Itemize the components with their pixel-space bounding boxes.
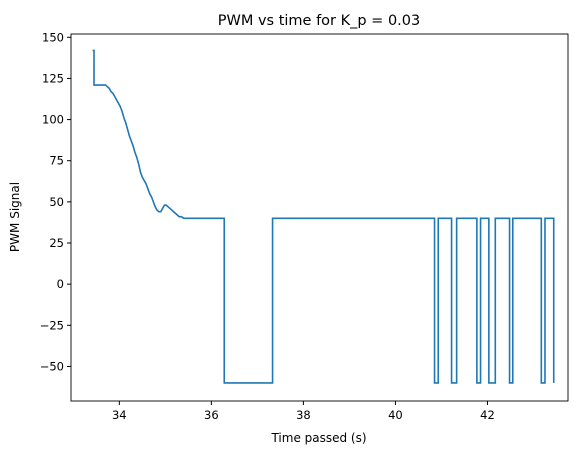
chart-title: PWM vs time for K_p = 0.03 <box>218 13 420 29</box>
y-tick-label: 125 <box>42 71 64 85</box>
x-tick-label: 40 <box>388 408 403 422</box>
y-tick-label: 150 <box>42 30 64 44</box>
y-tick-label: 50 <box>49 195 64 209</box>
y-tick-label: 25 <box>49 236 64 250</box>
y-axis-label: PWM Signal <box>8 182 22 252</box>
y-tick-label: 0 <box>57 277 64 291</box>
x-tick-label: 36 <box>204 408 219 422</box>
plot-area-frame <box>70 33 569 402</box>
x-axis-label: Time passed (s) <box>270 431 366 445</box>
pwm-series-line <box>92 49 555 384</box>
y-tick-label: −25 <box>40 318 64 332</box>
y-tick-label: 75 <box>49 154 64 168</box>
x-axis-ticks: 34 36 38 40 42 <box>112 401 495 422</box>
y-tick-label: 100 <box>42 113 64 127</box>
x-tick-label: 38 <box>296 408 311 422</box>
x-tick-label: 42 <box>480 408 495 422</box>
y-tick-label: −50 <box>40 359 64 373</box>
y-axis-ticks: −50 −25 0 25 50 75 100 125 150 <box>40 30 71 373</box>
x-tick-label: 34 <box>112 408 127 422</box>
